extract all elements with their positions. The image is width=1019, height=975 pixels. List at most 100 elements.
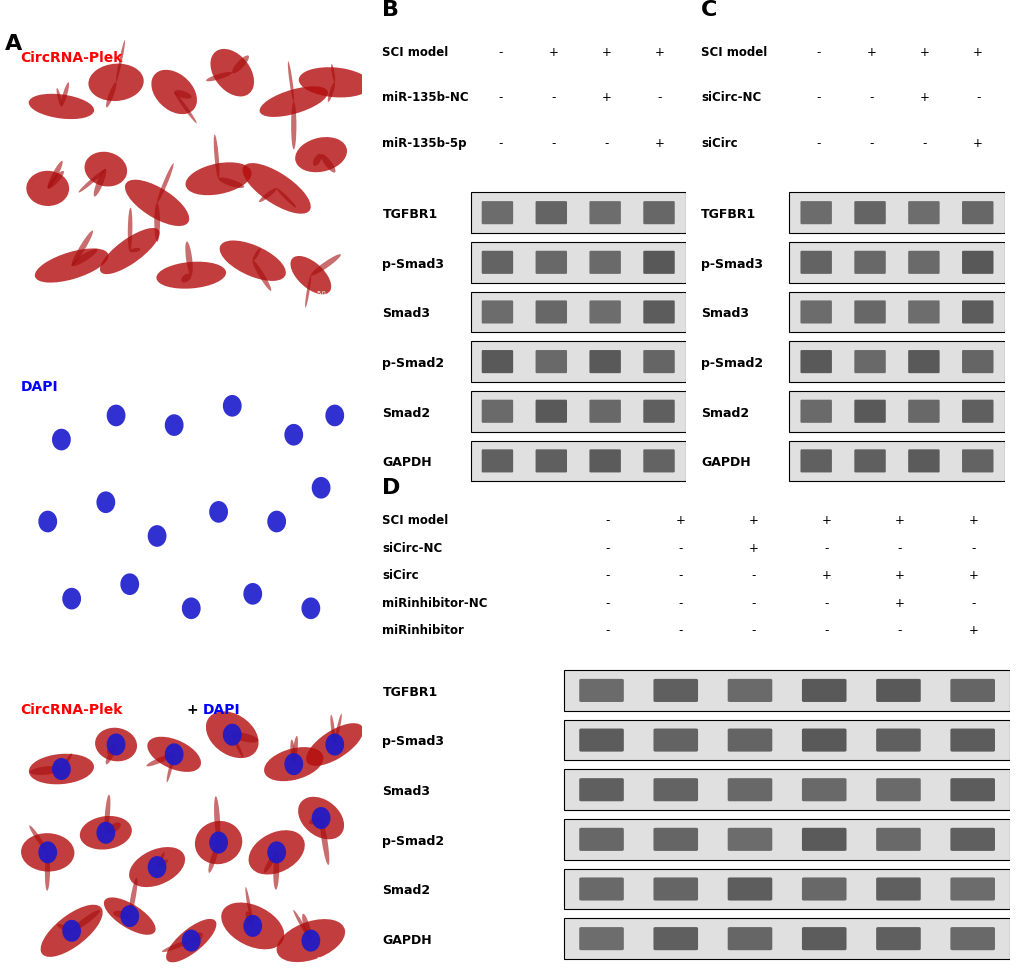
Text: +: + <box>185 703 198 718</box>
Text: D: D <box>382 478 400 498</box>
Text: Smad2: Smad2 <box>701 407 749 419</box>
Text: +: + <box>895 514 904 527</box>
Ellipse shape <box>210 49 254 97</box>
Text: -: - <box>497 92 501 104</box>
Ellipse shape <box>284 753 303 775</box>
Ellipse shape <box>148 856 166 878</box>
Text: -: - <box>678 569 682 582</box>
Text: -: - <box>869 92 873 104</box>
Ellipse shape <box>273 852 279 890</box>
Ellipse shape <box>30 826 48 852</box>
Ellipse shape <box>35 249 108 283</box>
Text: -: - <box>816 137 820 150</box>
Text: SCI model: SCI model <box>701 46 766 58</box>
Ellipse shape <box>259 188 276 202</box>
FancyBboxPatch shape <box>801 728 846 752</box>
FancyBboxPatch shape <box>653 728 697 752</box>
Text: +: + <box>919 92 929 104</box>
Ellipse shape <box>222 395 242 416</box>
FancyBboxPatch shape <box>907 300 938 324</box>
Ellipse shape <box>208 842 219 873</box>
Ellipse shape <box>191 932 203 943</box>
Text: SCI model: SCI model <box>382 514 448 527</box>
Ellipse shape <box>147 737 201 772</box>
FancyBboxPatch shape <box>535 350 567 373</box>
FancyBboxPatch shape <box>481 251 513 274</box>
Text: TGFBR1: TGFBR1 <box>701 208 756 221</box>
Ellipse shape <box>206 712 259 759</box>
Text: A: A <box>5 34 22 54</box>
FancyBboxPatch shape <box>589 201 621 224</box>
Text: -: - <box>678 624 682 638</box>
Text: +: + <box>748 542 758 555</box>
Ellipse shape <box>124 179 190 226</box>
Text: C: C <box>701 0 717 20</box>
FancyBboxPatch shape <box>950 828 994 851</box>
Ellipse shape <box>89 63 144 101</box>
Ellipse shape <box>244 583 262 604</box>
Ellipse shape <box>100 228 159 274</box>
Text: -: - <box>604 514 609 527</box>
FancyBboxPatch shape <box>579 778 624 801</box>
FancyBboxPatch shape <box>801 679 846 702</box>
Ellipse shape <box>306 723 363 766</box>
Ellipse shape <box>267 841 285 864</box>
Ellipse shape <box>287 61 293 101</box>
FancyBboxPatch shape <box>727 679 771 702</box>
FancyBboxPatch shape <box>643 300 675 324</box>
Ellipse shape <box>214 135 219 178</box>
Text: -: - <box>816 46 820 58</box>
FancyBboxPatch shape <box>800 201 832 224</box>
Ellipse shape <box>222 723 242 746</box>
Ellipse shape <box>260 87 327 117</box>
FancyBboxPatch shape <box>961 251 993 274</box>
Ellipse shape <box>232 732 258 743</box>
Text: SCI model: SCI model <box>382 46 448 58</box>
FancyBboxPatch shape <box>727 778 771 801</box>
FancyBboxPatch shape <box>950 679 994 702</box>
Text: p-Smad3: p-Smad3 <box>382 257 444 271</box>
FancyBboxPatch shape <box>907 201 938 224</box>
Ellipse shape <box>129 248 141 253</box>
Text: -: - <box>823 597 828 609</box>
Ellipse shape <box>154 203 160 242</box>
FancyBboxPatch shape <box>643 400 675 423</box>
Ellipse shape <box>299 67 370 98</box>
Ellipse shape <box>253 248 260 261</box>
FancyBboxPatch shape <box>800 449 832 473</box>
Text: -: - <box>497 46 501 58</box>
Ellipse shape <box>311 254 340 276</box>
FancyBboxPatch shape <box>564 670 1009 711</box>
FancyBboxPatch shape <box>535 449 567 473</box>
Ellipse shape <box>48 161 62 188</box>
Text: p-Smad3: p-Smad3 <box>382 735 444 749</box>
Ellipse shape <box>113 911 129 918</box>
Text: 50 μm: 50 μm <box>317 291 338 296</box>
Ellipse shape <box>195 821 243 864</box>
Text: miR-135b-5p: miR-135b-5p <box>382 137 467 150</box>
Ellipse shape <box>71 910 100 931</box>
Ellipse shape <box>219 241 285 281</box>
FancyBboxPatch shape <box>643 251 675 274</box>
FancyBboxPatch shape <box>875 679 920 702</box>
Text: CircRNA-Plek: CircRNA-Plek <box>20 703 122 718</box>
Text: -: - <box>823 542 828 555</box>
Text: +: + <box>654 46 663 58</box>
Ellipse shape <box>128 878 138 916</box>
Ellipse shape <box>305 275 311 308</box>
Ellipse shape <box>253 260 271 291</box>
Text: TGFBR1: TGFBR1 <box>382 685 437 699</box>
Text: Smad3: Smad3 <box>382 785 430 798</box>
Ellipse shape <box>174 90 192 98</box>
FancyBboxPatch shape <box>653 679 697 702</box>
FancyBboxPatch shape <box>800 400 832 423</box>
FancyBboxPatch shape <box>961 449 993 473</box>
FancyBboxPatch shape <box>789 441 1004 482</box>
Ellipse shape <box>62 588 81 609</box>
Ellipse shape <box>264 852 276 873</box>
Text: -: - <box>897 542 902 555</box>
Ellipse shape <box>181 929 201 952</box>
FancyBboxPatch shape <box>950 728 994 752</box>
FancyBboxPatch shape <box>950 927 994 951</box>
Ellipse shape <box>95 727 137 761</box>
